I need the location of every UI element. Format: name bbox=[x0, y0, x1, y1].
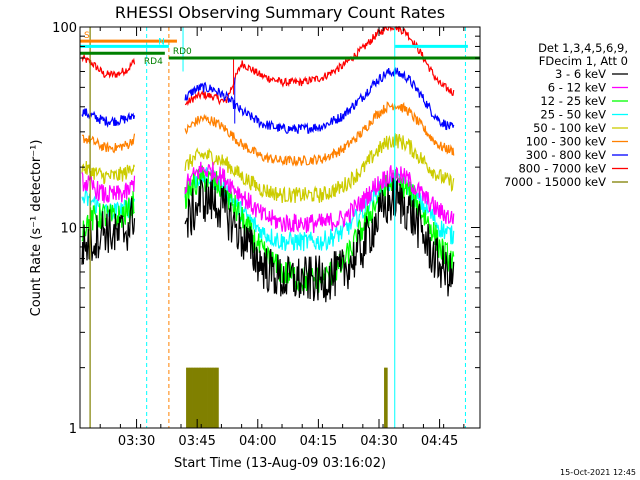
legend-label: 300 - 800 keV bbox=[526, 148, 606, 162]
series-7000-15000-kev-spikes bbox=[89, 27, 388, 428]
legend-label: 3 - 6 keV bbox=[555, 67, 606, 81]
flag-label: RD0 bbox=[173, 47, 192, 57]
x-tick-label: 04:00 bbox=[239, 434, 276, 449]
series-segment-1 bbox=[184, 101, 455, 168]
flag-label: S bbox=[84, 31, 90, 41]
legend-label: 25 - 50 keV bbox=[540, 108, 606, 122]
x-tick-label: 03:45 bbox=[178, 434, 215, 449]
y-tick-label: 10 bbox=[60, 222, 77, 237]
x-axis-label: Start Time (13-Aug-09 03:16:02) bbox=[174, 456, 386, 471]
x-tick-label: 04:15 bbox=[300, 434, 337, 449]
series-segment-0 bbox=[81, 52, 136, 79]
series-50-100-keV-kev bbox=[81, 133, 455, 204]
series-segment-0 bbox=[81, 133, 136, 154]
legend-label: 800 - 7000 keV bbox=[518, 162, 606, 176]
x-tick-label: 03:30 bbox=[118, 434, 155, 449]
series-800-7000-keV-kev bbox=[81, 25, 455, 107]
legend-header: Det 1,3,4,5,6,9, bbox=[538, 41, 628, 55]
y-tick-label: 100 bbox=[52, 21, 77, 36]
legend-label: 100 - 300 keV bbox=[526, 135, 606, 149]
series-segment-0 bbox=[81, 190, 135, 243]
status-vlines bbox=[146, 27, 466, 428]
legend-label: 7000 - 15000 keV bbox=[504, 175, 606, 189]
plot-area: S N RD4 RD0 bbox=[80, 25, 480, 428]
legend-label: 12 - 25 keV bbox=[540, 94, 606, 108]
legend: Det 1,3,4,5,6,9,FDecim 1, Att 03 - 6 keV… bbox=[504, 41, 628, 189]
series-segment-0 bbox=[81, 197, 136, 265]
series-segment-0 bbox=[81, 172, 136, 204]
x-tick-label: 04:30 bbox=[360, 434, 397, 449]
flag-label: N bbox=[158, 37, 165, 47]
y-tick-label: 1 bbox=[69, 422, 77, 437]
status-flags: S N RD4 RD0 bbox=[80, 31, 480, 67]
legend-header: FDecim 1, Att 0 bbox=[539, 54, 628, 68]
series-segment-0 bbox=[81, 108, 136, 128]
series-segment-1 bbox=[184, 25, 455, 107]
flag-label: RD4 bbox=[144, 57, 163, 67]
series-segment-1 bbox=[184, 177, 455, 303]
series-segment-1 bbox=[184, 67, 455, 134]
series-segment-1 bbox=[184, 133, 455, 204]
legend-label: 50 - 100 keV bbox=[533, 121, 606, 135]
footer-date: 15-Oct-2021 12:45 bbox=[560, 468, 636, 477]
series-segment-0 bbox=[81, 160, 136, 185]
axes: 03:30 03:45 04:00 04:15 04:30 04:45 1 10 100 bbox=[52, 21, 481, 449]
series-3-6-keV-kev bbox=[81, 177, 455, 303]
chart-title: RHESSI Observing Summary Count Rates bbox=[115, 3, 445, 22]
series-300-800-keV-kev bbox=[81, 67, 455, 134]
series-6-12-keV-kev bbox=[81, 161, 455, 234]
series-segment-1 bbox=[184, 161, 455, 234]
legend-label: 6 - 12 keV bbox=[548, 81, 606, 95]
series-100-300-keV-kev bbox=[81, 101, 455, 168]
y-axis-label: Count Rate (s⁻¹ detector⁻¹) bbox=[29, 140, 44, 317]
x-tick-label: 04:45 bbox=[421, 434, 458, 449]
